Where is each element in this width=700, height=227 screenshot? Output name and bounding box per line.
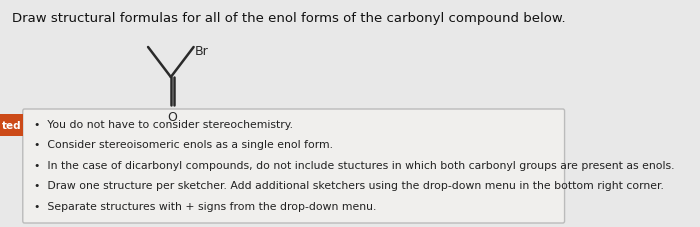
- Text: Br: Br: [195, 44, 209, 57]
- Text: •  Draw one structure per sketcher. Add additional sketchers using the drop-down: • Draw one structure per sketcher. Add a…: [34, 181, 664, 191]
- Text: •  Consider stereoisomeric enols as a single enol form.: • Consider stereoisomeric enols as a sin…: [34, 140, 333, 150]
- Text: ted: ted: [1, 121, 21, 131]
- Text: Draw structural formulas for all of the enol forms of the carbonyl compound belo: Draw structural formulas for all of the …: [12, 12, 566, 25]
- Text: •  In the case of dicarbonyl compounds, do not include stuctures in which both c: • In the case of dicarbonyl compounds, d…: [34, 160, 675, 170]
- Bar: [0, 114, 23, 136]
- Text: •  You do not have to consider stereochemistry.: • You do not have to consider stereochem…: [34, 119, 293, 129]
- Text: •  Separate structures with + signs from the drop-down menu.: • Separate structures with + signs from …: [34, 201, 377, 211]
- FancyBboxPatch shape: [23, 109, 565, 223]
- Text: O: O: [167, 111, 177, 123]
